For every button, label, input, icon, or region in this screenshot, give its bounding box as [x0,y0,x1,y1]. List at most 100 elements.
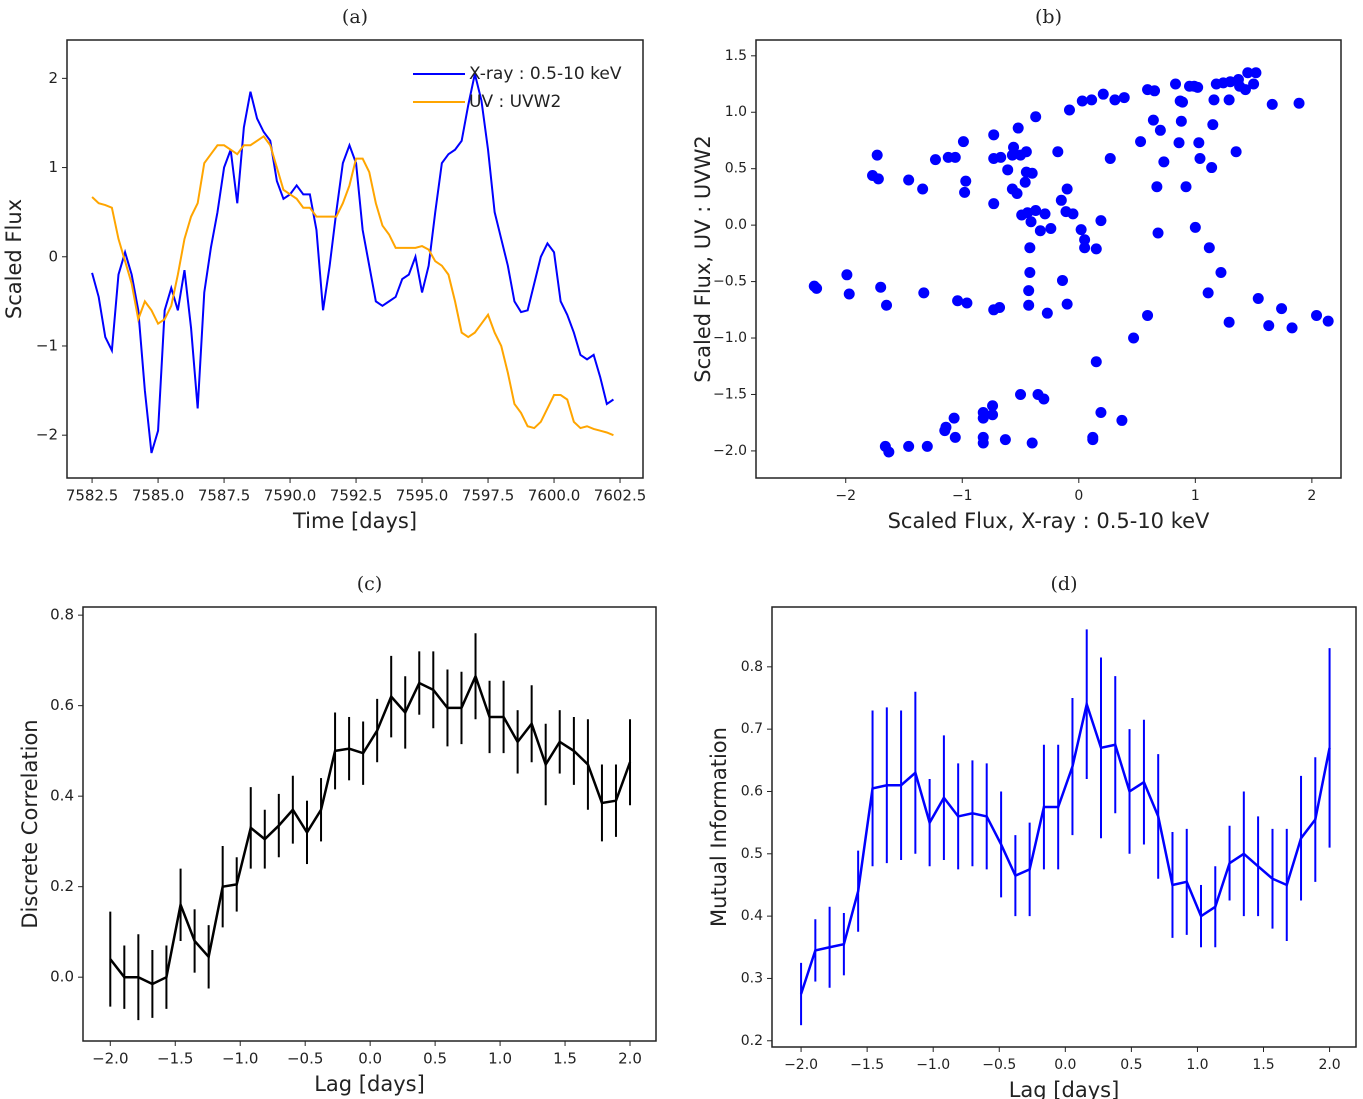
scatter-point [917,183,929,195]
scatter-point [1097,88,1109,100]
plot-frame [82,606,657,1042]
scatter-point [1079,242,1091,254]
scatter-point [1090,243,1102,255]
scatter-point [1215,267,1227,279]
scatter-point [988,198,1000,210]
scatter-point [1011,188,1023,200]
scatter-point [1263,320,1275,332]
scatter-point [1223,316,1235,328]
scatter-point [1086,94,1098,106]
x-tick-label: −1.5 [157,1050,193,1068]
y-tick-label: 0 [48,247,58,265]
scatter-point [1202,287,1214,299]
scatter-point [957,136,969,148]
scatter-point [1030,204,1042,216]
scatter-point [1248,78,1260,90]
x-axis-label: Scaled Flux, X-ray : 0.5-10 keV [888,509,1210,533]
panel: (b) −2 −1 0 1 2 −2.0 −1.5 −1.0 −0.5 0.0 0.5 1.0 1.5 Sc… [691,6,1342,533]
scatter-point [1095,407,1107,419]
scatter-point [1026,167,1038,179]
y-tick-label: 0.6 [741,783,763,799]
scatter-point [1087,434,1099,446]
scatter-point [1223,94,1235,106]
scatter-point [1023,285,1035,297]
x-tick-label: 1.0 [488,1050,512,1068]
scatter-point [1008,141,1020,153]
y-axis-label: Scaled Flux, UV : UVW2 [691,135,715,383]
scatter-point [1193,137,1205,149]
scatter-point [1208,94,1220,106]
x-tick-label: −2.0 [784,1057,818,1073]
x-tick-label: 7602.5 [594,487,647,505]
scatter-point [1147,114,1159,126]
scatter-point [1175,115,1187,127]
y-tick-label: 0.5 [741,846,763,862]
scatter-point [921,440,933,452]
scatter-point [1067,208,1079,220]
scatter-point [1173,137,1185,149]
scatter-point [1061,183,1073,195]
y-tick-label: 0.3 [741,970,763,986]
y-tick-label: 1.0 [725,104,747,120]
y-tick-label: 0.6 [50,696,74,714]
scatter-point [1104,153,1116,165]
scatter-point [1207,119,1219,131]
scatter-point [881,299,893,311]
scatter-point [1128,332,1140,344]
scatter-point [949,431,961,443]
scatter-point [948,412,960,424]
scatter-point [918,287,930,299]
y-tick-label: 1 [48,158,58,176]
scatter-point [1075,224,1087,236]
scatter-point [1025,216,1037,228]
scatter-point [1076,95,1088,107]
scatter-point [1024,242,1036,254]
x-tick-label: 1.5 [1252,1057,1274,1073]
x-tick-label: 7585.0 [132,487,185,505]
y-tick-label: −2 [36,426,58,444]
scatter-point [1056,274,1068,286]
scatter-point [903,174,915,186]
scatter-point [1142,309,1154,321]
scatter-point [952,295,964,307]
scatter-point [1039,208,1051,220]
scatter-point [1045,223,1057,235]
y-tick-label: 0.2 [741,1033,763,1049]
x-tick-label: 7600.0 [528,487,581,505]
scatter-point [1023,299,1035,311]
scatter-point [875,281,887,293]
scatter-point [1149,85,1161,97]
scatter-point [1293,97,1305,109]
panel: (a) 7582.5 7585.0 7587.5 7590.0 7592.5 7595.0 7… [2,6,646,533]
x-tick-label: 7597.5 [462,487,515,505]
scatter-point [1063,104,1075,116]
panel: (d) −2.0 −1.5 −1.0 −0.5 0.0 0.5 1.0 1.5 2.0 0.2 0.3… [707,573,1357,1099]
y-tick-label: −2.0 [713,443,747,459]
x-tick-label: 2.0 [1318,1057,1340,1073]
x-tick-label: 7587.5 [198,487,251,505]
x-tick-label: 0.0 [1054,1057,1076,1073]
scatter-point [1038,393,1050,405]
x-axis-label: Time [days] [292,509,417,533]
scatter-point [1180,181,1192,193]
scatter-point [1116,414,1128,426]
scatter-point [1252,293,1264,305]
scatter-point [1154,124,1166,136]
scatter-point [1170,78,1182,90]
scatter-point [871,149,883,161]
x-tick-label: 7595.0 [396,487,449,505]
scatter-point [1061,298,1073,310]
plot-frame [66,39,644,479]
y-tick-label: 0.7 [741,721,763,737]
x-tick-label: 0.0 [358,1050,382,1068]
scatter-point [1015,388,1027,400]
scatter-point [995,151,1007,163]
scatter-point [1095,215,1107,227]
scatter-point [1194,153,1206,165]
plot-frame [771,606,1357,1048]
x-tick-label: −1.5 [850,1057,884,1073]
y-tick-label: −1.0 [713,330,747,346]
scatter-point [1177,96,1189,108]
